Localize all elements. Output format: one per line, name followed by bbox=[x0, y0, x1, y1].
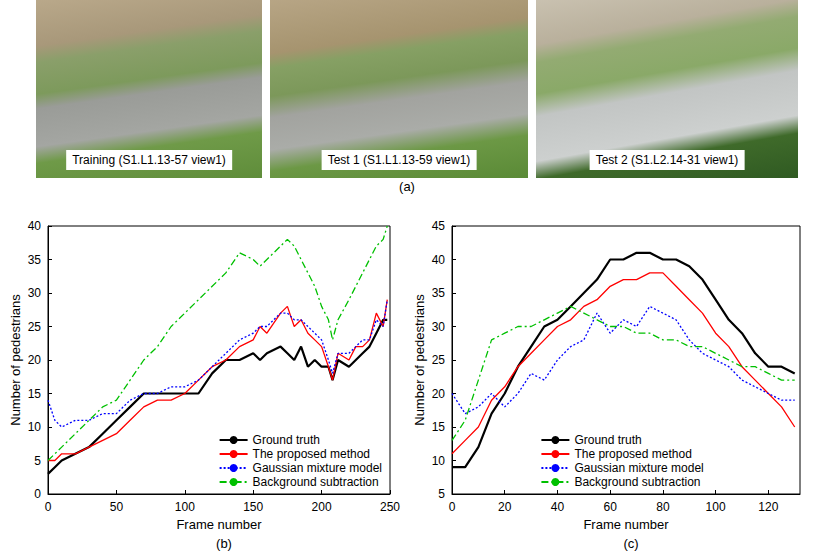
svg-text:100: 100 bbox=[175, 500, 195, 514]
svg-text:35: 35 bbox=[28, 253, 42, 267]
svg-text:The proposed method: The proposed method bbox=[253, 447, 370, 461]
svg-text:0: 0 bbox=[449, 500, 456, 514]
svg-text:40: 40 bbox=[28, 219, 42, 233]
svg-text:Background subtraction: Background subtraction bbox=[574, 475, 700, 489]
svg-text:Gaussian mixture model: Gaussian mixture model bbox=[253, 461, 382, 475]
svg-text:45: 45 bbox=[432, 219, 446, 233]
html-text:Test 1 (S1.L1.13-59 view1): Test 1 (S1.L1.13-59 view1) bbox=[327, 153, 471, 167]
svg-text:50: 50 bbox=[110, 500, 124, 514]
svg-text:15: 15 bbox=[28, 387, 42, 401]
svg-text:(b): (b) bbox=[216, 536, 232, 551]
svg-text:20: 20 bbox=[498, 500, 512, 514]
svg-text:5: 5 bbox=[438, 487, 445, 501]
svg-text:(c): (c) bbox=[623, 536, 638, 551]
svg-text:250: 250 bbox=[380, 500, 400, 514]
svg-text:35: 35 bbox=[432, 286, 446, 300]
html-text:(a): (a) bbox=[399, 179, 415, 194]
svg-text:Frame number: Frame number bbox=[583, 517, 669, 532]
html-text:Training (S1.L1.13-57 view1): Training (S1.L1.13-57 view1) bbox=[72, 153, 226, 167]
svg-text:5: 5 bbox=[34, 454, 41, 468]
svg-text:Number of pedestrians: Number of pedestrians bbox=[412, 294, 427, 426]
svg-text:Gaussian mixture model: Gaussian mixture model bbox=[574, 461, 703, 475]
svg-text:40: 40 bbox=[432, 253, 446, 267]
svg-text:Frame number: Frame number bbox=[176, 517, 262, 532]
svg-text:10: 10 bbox=[432, 454, 446, 468]
svg-text:30: 30 bbox=[432, 320, 446, 334]
svg-text:30: 30 bbox=[28, 286, 42, 300]
svg-text:80: 80 bbox=[656, 500, 670, 514]
svg-text:Number of pedestrians: Number of pedestrians bbox=[8, 294, 23, 426]
svg-text:Ground truth: Ground truth bbox=[574, 433, 641, 447]
svg-text:Ground truth: Ground truth bbox=[253, 433, 320, 447]
svg-text:150: 150 bbox=[243, 500, 263, 514]
svg-text:120: 120 bbox=[758, 500, 778, 514]
html-text:Test 2 (S1.L2.14-31 view1): Test 2 (S1.L2.14-31 view1) bbox=[595, 153, 739, 167]
svg-text:Background subtraction: Background subtraction bbox=[253, 475, 379, 489]
svg-text:The proposed method: The proposed method bbox=[574, 447, 691, 461]
svg-text:10: 10 bbox=[28, 420, 42, 434]
svg-text:0: 0 bbox=[45, 500, 52, 514]
svg-text:60: 60 bbox=[604, 500, 618, 514]
svg-text:15: 15 bbox=[432, 420, 446, 434]
svg-text:200: 200 bbox=[312, 500, 332, 514]
svg-text:40: 40 bbox=[551, 500, 565, 514]
svg-text:25: 25 bbox=[432, 353, 446, 367]
svg-text:20: 20 bbox=[432, 387, 446, 401]
svg-text:100: 100 bbox=[706, 500, 726, 514]
svg-text:20: 20 bbox=[28, 353, 42, 367]
svg-text:0: 0 bbox=[34, 487, 41, 501]
svg-text:25: 25 bbox=[28, 320, 42, 334]
